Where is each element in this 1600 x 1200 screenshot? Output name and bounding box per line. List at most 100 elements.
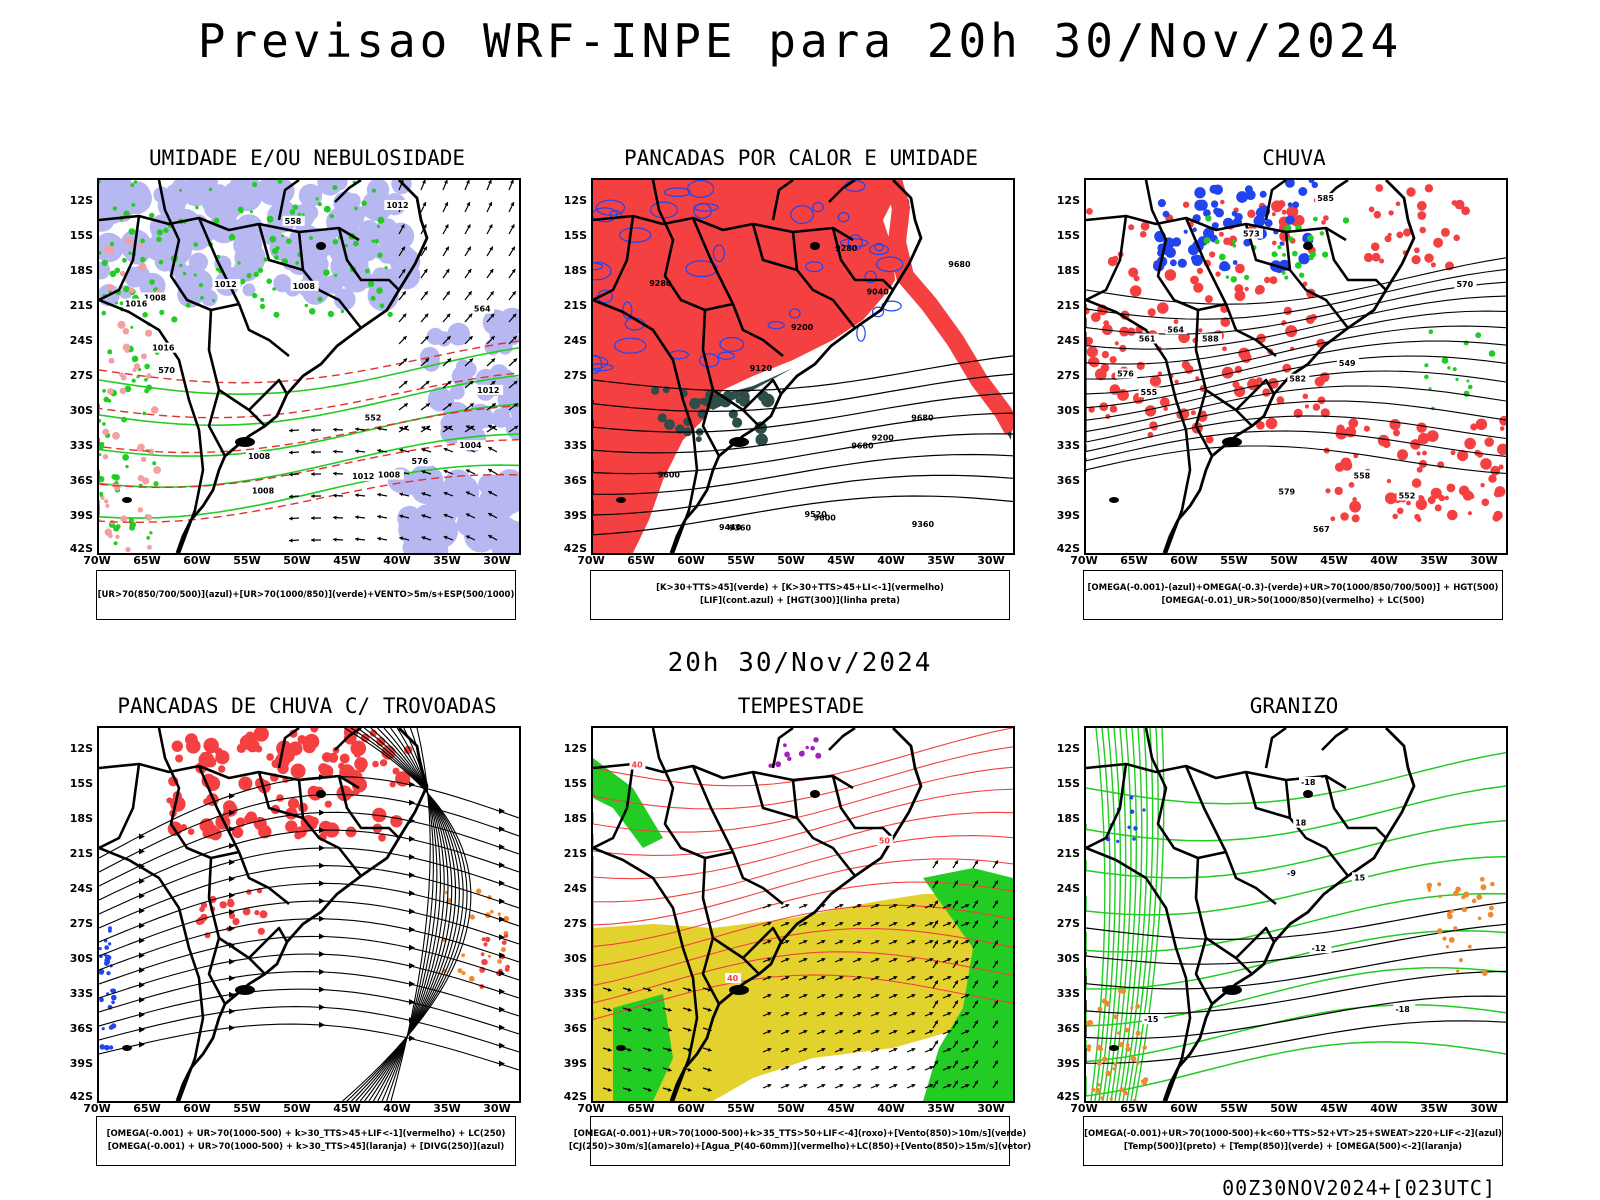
omega-orange-west xyxy=(1086,988,1149,1101)
rain-red-north-dot xyxy=(1368,206,1375,213)
thunder-red-dot xyxy=(379,759,388,767)
thunder-red-dot xyxy=(215,750,230,765)
streamline-arrow xyxy=(139,922,145,929)
rain-red-ocean-dot xyxy=(1427,496,1436,505)
wind-vector-head xyxy=(511,246,515,251)
rain-green-dot xyxy=(1205,215,1212,222)
longitude-tick: 40W xyxy=(877,1102,905,1115)
humidity-low-levels-dot xyxy=(112,206,118,211)
thickness-contours-line xyxy=(99,372,519,419)
coastline xyxy=(175,728,429,1101)
wind-vector-head xyxy=(974,900,978,905)
wind-vector-head xyxy=(839,921,844,926)
rain-red-dot xyxy=(1209,251,1216,258)
rain-green-dot xyxy=(1230,276,1237,283)
wind-vector-head xyxy=(399,536,404,541)
wind-vector-head xyxy=(954,980,958,985)
omega-orange-west-dot xyxy=(1117,989,1122,994)
streamline-arrow xyxy=(319,809,325,816)
precipitable-water-contours-line xyxy=(593,927,1013,987)
rain-red-dot xyxy=(1086,208,1093,215)
contour-label: 558 xyxy=(1354,471,1371,480)
wind-vector-head xyxy=(875,921,880,926)
contour-label: 9600 xyxy=(658,471,681,480)
wind-vector-head xyxy=(785,1047,790,1052)
humidity-low-levels-dot xyxy=(370,295,376,301)
rain-red-dot xyxy=(1163,406,1168,411)
rain-red xyxy=(1086,197,1330,444)
latitude-tick: 15S xyxy=(563,229,587,242)
humidity-low-levels-dot xyxy=(277,180,283,184)
humidity-low-west-dot xyxy=(144,363,150,370)
rain-blue-dot xyxy=(1243,238,1251,247)
rain-blue-dot xyxy=(1192,227,1197,232)
wind-vector-head xyxy=(767,1065,772,1070)
omega-orange-west-dot xyxy=(1096,1060,1102,1066)
wind-vector-head xyxy=(821,921,826,926)
rain-red-ocean-dot xyxy=(1382,440,1391,449)
contour-label-bg xyxy=(1141,1014,1164,1025)
strong-wind-green-west xyxy=(613,994,673,1101)
lif-contour xyxy=(618,227,652,243)
rain-red-ocean-dot xyxy=(1475,418,1488,431)
rain-green-dot xyxy=(1299,272,1305,278)
wind-vector-head xyxy=(893,957,898,962)
rain-red-dot xyxy=(1282,363,1292,373)
humidity-low-west-dot xyxy=(124,385,132,393)
rain-red-north-dot xyxy=(1424,184,1434,193)
humidity-low-levels-dot xyxy=(213,217,220,224)
rain-red-dot xyxy=(1109,384,1121,395)
humidity-mid-levels-dot xyxy=(179,274,194,289)
rain-green-dot xyxy=(1271,251,1278,258)
rain-red-dot xyxy=(1265,417,1278,430)
humidity-low-levels-dot xyxy=(309,236,313,240)
coastline xyxy=(1162,180,1416,553)
humidity-low-levels-dot xyxy=(329,214,334,219)
rain-green-dot xyxy=(1214,239,1220,245)
panel-legend: [OMEGA(-0.001)+UR>70(1000-500)+k<60+TTS>… xyxy=(1083,1116,1503,1166)
contour-label-bg xyxy=(1287,373,1310,384)
hail-blue-dot xyxy=(1129,795,1134,800)
streamline-arrow xyxy=(139,1041,145,1048)
longitude-tick: 40W xyxy=(877,554,905,567)
contour-label-bg xyxy=(1299,776,1322,787)
wind-vector-head xyxy=(607,1027,612,1032)
rain-red-dot xyxy=(1220,317,1231,327)
lake xyxy=(1303,790,1313,798)
thunder-red-dot xyxy=(253,728,269,742)
strong-wind-green-east xyxy=(923,868,1013,1101)
hgt300-contours-line xyxy=(593,392,1013,433)
rain-red-dot xyxy=(1244,286,1249,292)
streamline-arrow xyxy=(499,1042,505,1049)
longitude-tick: 70W xyxy=(1070,554,1098,567)
panel-legend: [OMEGA(-0.001)+UR>70(1000-500)+k>35_TTS>… xyxy=(569,1116,1031,1166)
wind-vector-head xyxy=(974,920,978,925)
humidity-low-levels-dot xyxy=(250,210,253,214)
omega-orange-west-dot xyxy=(1097,1083,1101,1087)
thunder-red-dot xyxy=(203,798,210,805)
streamline-arrow xyxy=(409,980,415,987)
main-title: Previsao WRF-INPE para 20h 30/Nov/2024 xyxy=(197,14,1403,68)
humidity-mid-levels-dot xyxy=(298,183,323,208)
thickness-red-dots-dot xyxy=(113,483,121,491)
wind-vector-head xyxy=(934,980,938,985)
humidity-low-west-dot xyxy=(99,475,105,483)
thunder-red-dot xyxy=(338,762,345,770)
contour-label-bg xyxy=(249,485,278,496)
border-line xyxy=(1324,227,1387,291)
wind-vector-head xyxy=(929,957,934,962)
rain-blue-dot xyxy=(1245,189,1256,201)
wind-vector-head xyxy=(510,202,515,207)
omega-orange-east-dot xyxy=(1467,944,1472,949)
rain-green-east-dot xyxy=(1467,384,1473,390)
contour-label: 573 xyxy=(1243,230,1260,239)
humidity-low-levels-dot xyxy=(340,309,345,314)
wind-vector-head xyxy=(974,960,978,965)
thickness-red-dots-dot xyxy=(112,431,120,440)
thunder-red-east-dot xyxy=(481,959,488,965)
wind-vector-head xyxy=(607,1087,612,1092)
wind-vector-head xyxy=(875,1029,880,1034)
rain-red-ocean-dot xyxy=(1416,422,1427,433)
humidity-mid-levels-dot xyxy=(333,288,356,311)
